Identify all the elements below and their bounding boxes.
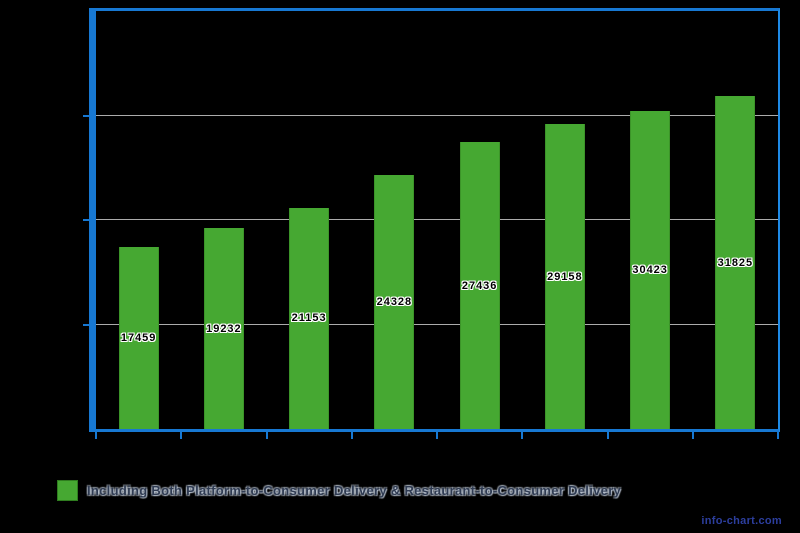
bar-value-label: 21153 [291, 312, 327, 325]
bar: 30423 [630, 111, 671, 429]
bar: 29158 [544, 124, 585, 429]
bar: 19232 [203, 228, 244, 429]
bar-value-label: 24328 [376, 295, 413, 308]
legend-label: Including Both Platform-to-Consumer Deli… [87, 483, 622, 498]
x-axis-tick [777, 432, 779, 439]
bar: 17459 [118, 246, 159, 429]
gridline [96, 323, 778, 325]
bar-value-label: 30423 [632, 264, 668, 277]
bar-value-label: 17459 [120, 331, 157, 344]
y-axis-tick [83, 114, 89, 117]
watermark: info-chart.com [701, 515, 782, 527]
legend-marker-swatch [57, 480, 78, 501]
gridline [96, 114, 778, 116]
bar: 21153 [289, 207, 330, 429]
x-axis-tick [521, 432, 524, 439]
x-axis-tick [436, 432, 438, 439]
x-axis-tick [350, 432, 353, 439]
bar: 24328 [374, 174, 415, 429]
x-axis-tick [265, 432, 268, 439]
x-axis-tick [691, 432, 694, 439]
bar-value-label: 29158 [547, 270, 583, 283]
x-axis-tick [606, 432, 609, 439]
y-axis-tick [83, 323, 89, 326]
plot-frame: 17459 19232 21153 24328 27436 29158 30423 31825 [83, 8, 780, 439]
bar-value-label: 27436 [461, 279, 498, 292]
bar: 27436 [459, 142, 500, 429]
bar-value-label: 19232 [206, 322, 242, 335]
y-axis-tick [83, 219, 89, 221]
legend: Including Both Platform-to-Consumer Deli… [57, 480, 621, 501]
x-axis-tick [180, 432, 183, 439]
bar-value-label: 31825 [717, 256, 754, 269]
bar: 31825 [715, 96, 756, 429]
gridline [96, 219, 778, 220]
plot-area: 17459 19232 21153 24328 27436 29158 30423 31825 [83, 11, 779, 439]
x-axis-tick [95, 432, 97, 439]
